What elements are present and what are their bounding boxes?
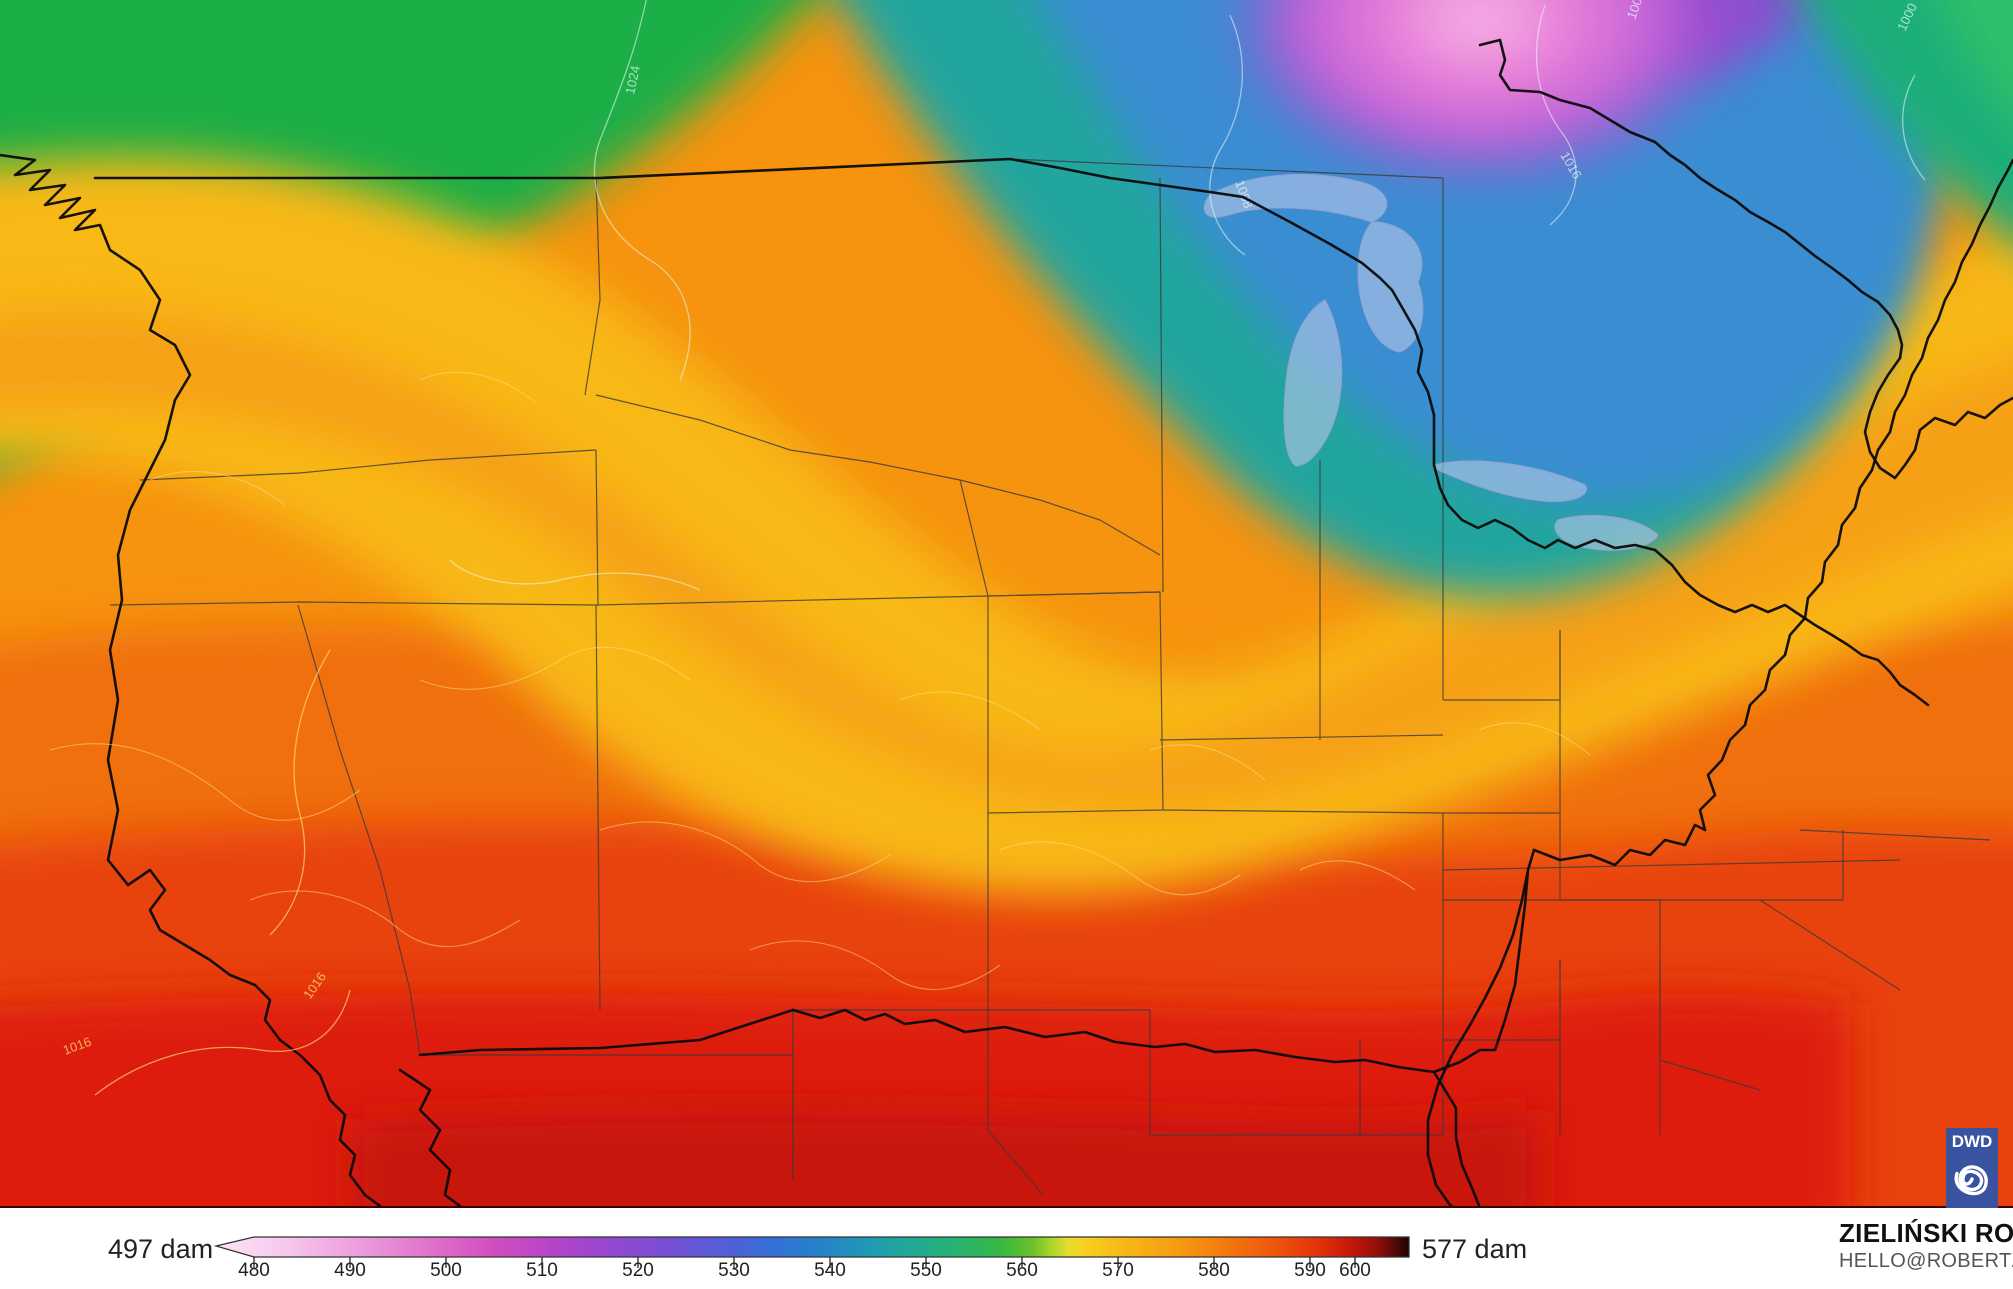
svg-text:DWD: DWD	[1952, 1132, 1993, 1151]
